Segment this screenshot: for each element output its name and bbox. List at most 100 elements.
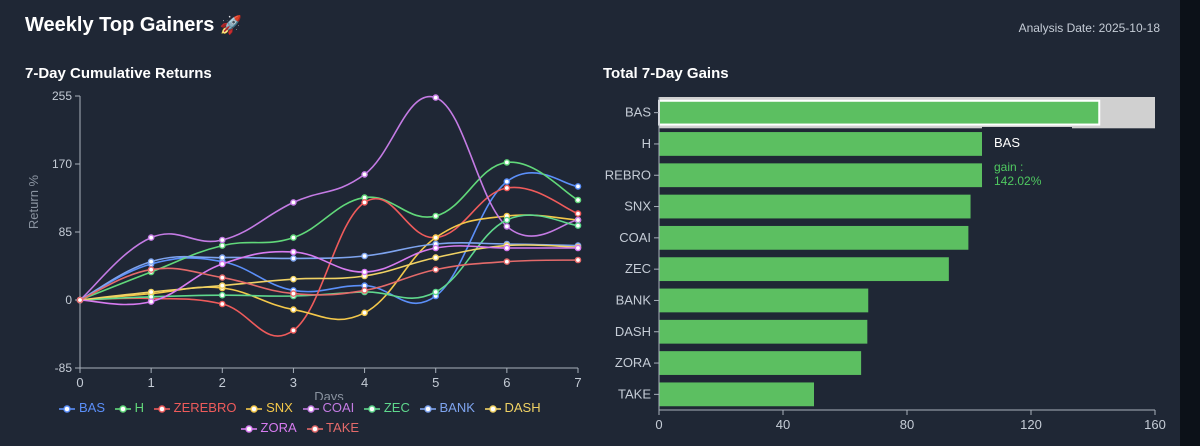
data-point[interactable]: [147, 298, 155, 305]
legend-label: SNX: [262, 400, 293, 415]
data-point[interactable]: [290, 255, 297, 262]
data-point[interactable]: [290, 248, 297, 256]
data-point[interactable]: [147, 266, 155, 273]
bar-category-label: SNX: [624, 199, 651, 214]
line-x-tick-label: 0: [76, 375, 83, 390]
line-x-axis-label: Days: [314, 389, 344, 400]
legend-line-icon: [246, 404, 263, 413]
legend-item-bank[interactable]: BANK: [419, 398, 475, 418]
bar-zec[interactable]: [659, 257, 949, 282]
data-point[interactable]: [218, 260, 226, 268]
legend-label: H: [131, 400, 145, 415]
series-zora[interactable]: [76, 244, 582, 306]
data-point[interactable]: [361, 268, 368, 276]
legend-item-dash[interactable]: DASH: [484, 398, 541, 418]
legend-item-h[interactable]: H: [115, 398, 144, 418]
data-point[interactable]: [503, 244, 511, 252]
data-point[interactable]: [574, 244, 582, 252]
data-point[interactable]: [147, 288, 155, 296]
line-y-tick-label: -85: [55, 361, 73, 375]
window-edge: [1180, 0, 1200, 446]
line-y-tick-label: 0: [65, 293, 72, 307]
data-point[interactable]: [432, 254, 440, 261]
bar-bas[interactable]: [658, 99, 1101, 126]
data-point[interactable]: [574, 216, 582, 224]
legend-line-icon: [154, 404, 171, 413]
line-x-tick-label: 2: [219, 375, 226, 390]
data-point[interactable]: [361, 199, 368, 206]
series-coai[interactable]: [76, 94, 582, 304]
series-h[interactable]: [76, 159, 582, 304]
bar-rebro[interactable]: [659, 163, 983, 188]
line-chart-title: 7-Day Cumulative Returns: [25, 65, 212, 82]
bar-chart: BAS H REBRO SNX COAI ZEC BANK DASH ZORA TAKE 0 40 80…: [605, 97, 1166, 432]
data-point[interactable]: [503, 216, 511, 224]
data-point[interactable]: [361, 252, 368, 260]
data-point[interactable]: [361, 309, 368, 317]
data-point[interactable]: [218, 242, 226, 249]
bar-dash[interactable]: [659, 319, 868, 344]
data-point[interactable]: [432, 266, 440, 273]
data-point[interactable]: [574, 256, 582, 264]
data-point[interactable]: [503, 258, 511, 265]
bar-zora[interactable]: [659, 351, 862, 375]
data-point[interactable]: [503, 184, 511, 192]
series-line: [79, 186, 579, 337]
data-point[interactable]: [574, 210, 582, 217]
data-point[interactable]: [503, 178, 511, 185]
bar-chart-title: Total 7-Day Gains: [603, 65, 729, 82]
legend-item-zerebro[interactable]: ZEREBRO: [154, 398, 236, 418]
data-point[interactable]: [432, 212, 440, 220]
data-point[interactable]: [574, 183, 582, 190]
bar-category-label: REBRO: [605, 167, 651, 182]
analysis-date: Analysis Date: 2025-10-18: [1018, 21, 1160, 35]
series-take[interactable]: [76, 256, 582, 304]
data-point[interactable]: [290, 275, 297, 283]
data-point[interactable]: [361, 287, 368, 294]
bar-x-tick-label: 160: [1144, 417, 1166, 432]
data-point[interactable]: [432, 234, 440, 241]
data-point[interactable]: [218, 254, 226, 261]
bar-coai[interactable]: [659, 225, 969, 250]
bar-category-label: BANK: [616, 292, 652, 307]
data-point[interactable]: [290, 327, 297, 334]
line-y-tick-label: 255: [52, 89, 72, 103]
line-y-tick-label: 85: [59, 225, 73, 239]
data-point[interactable]: [147, 234, 155, 241]
data-point[interactable]: [574, 196, 582, 204]
data-point[interactable]: [290, 199, 297, 206]
data-point[interactable]: [432, 288, 440, 296]
bar-h[interactable]: [659, 132, 983, 156]
legend-item-coai[interactable]: COAI: [302, 398, 354, 418]
data-point[interactable]: [574, 222, 582, 229]
line-y-tick-label: 170: [52, 157, 72, 171]
data-point[interactable]: [432, 244, 440, 252]
series-line: [79, 161, 579, 301]
legend-item-zora[interactable]: ZORA: [240, 418, 297, 438]
data-point[interactable]: [218, 300, 226, 308]
data-point[interactable]: [361, 171, 368, 178]
bar-take[interactable]: [659, 382, 814, 407]
chart-tooltip: BAS gain : 142.02%: [982, 127, 1072, 188]
legend-item-zec[interactable]: ZEC: [364, 398, 410, 418]
data-point[interactable]: [432, 94, 440, 101]
data-point[interactable]: [290, 234, 297, 241]
data-point[interactable]: [503, 223, 511, 230]
data-point[interactable]: [290, 306, 297, 313]
data-point[interactable]: [76, 296, 84, 304]
legend-item-take[interactable]: TAKE: [306, 418, 359, 438]
data-point[interactable]: [147, 258, 155, 265]
legend-item-snx[interactable]: SNX: [246, 398, 293, 418]
data-point[interactable]: [218, 282, 226, 289]
data-point[interactable]: [218, 236, 226, 244]
bar-bank[interactable]: [659, 288, 869, 313]
legend-line-icon: [115, 404, 132, 413]
bar-category-label: DASH: [615, 324, 651, 339]
data-point[interactable]: [290, 290, 297, 297]
legend-item-bas[interactable]: BAS: [59, 398, 105, 418]
data-point[interactable]: [503, 159, 511, 166]
data-point[interactable]: [218, 274, 226, 281]
bar-snx[interactable]: [659, 194, 971, 219]
data-point[interactable]: [218, 291, 226, 299]
